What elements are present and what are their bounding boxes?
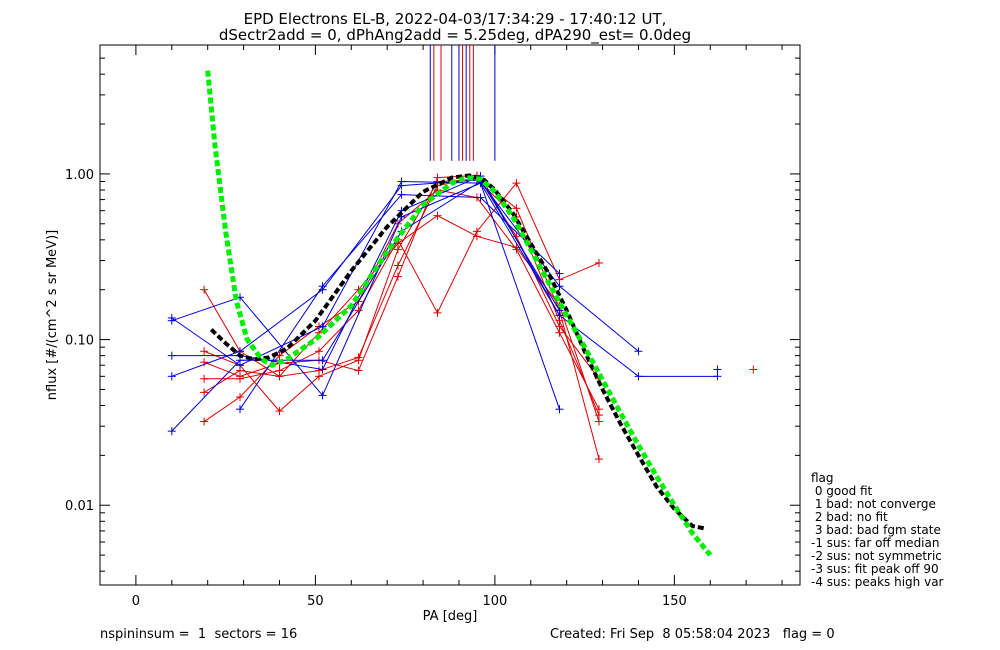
red-data-point bbox=[594, 405, 603, 414]
plot-frame bbox=[99, 44, 801, 586]
red-data-point bbox=[594, 258, 603, 267]
red-data-point bbox=[275, 407, 284, 416]
red-data-point bbox=[594, 417, 603, 426]
legend-item: 2 bad: no fit bbox=[811, 510, 888, 524]
blue-data-point bbox=[397, 190, 406, 199]
red-data-point bbox=[594, 455, 603, 464]
red-data-point bbox=[393, 272, 402, 281]
legend-item: 1 bad: not converge bbox=[811, 497, 936, 511]
blue-data-point bbox=[167, 427, 176, 436]
chart-title: EPD Electrons EL-B, 2022-04-03/17:34:29 … bbox=[244, 10, 667, 28]
red-data-point bbox=[236, 374, 244, 383]
red-data-point bbox=[433, 173, 442, 182]
flag-legend: flag 0 good fit 1 bad: not converge 2 ba… bbox=[811, 471, 944, 589]
blue-data-point bbox=[397, 177, 406, 186]
red-data-point bbox=[512, 179, 521, 188]
blue-series-line bbox=[171, 180, 639, 432]
red-data-point bbox=[200, 347, 209, 356]
x-tick-label: 150 bbox=[662, 594, 687, 609]
blue-series-line bbox=[171, 182, 560, 410]
blue-data-point bbox=[236, 405, 244, 414]
footer-right: Created: Fri Sep 8 05:58:04 2023 flag = … bbox=[550, 627, 835, 642]
x-tick-label: 0 bbox=[132, 594, 140, 609]
legend-title: flag bbox=[811, 471, 834, 485]
blue-data-point bbox=[318, 365, 327, 374]
red-data-point bbox=[200, 285, 209, 294]
blue-data-point bbox=[634, 347, 643, 356]
blue-data-point bbox=[555, 311, 564, 320]
y-tick-label: 0.01 bbox=[65, 499, 94, 514]
blue-data-point bbox=[318, 322, 327, 331]
y-axis-label: nflux [#/(cm^2 s sr MeV)] bbox=[45, 230, 60, 400]
blue-data-point bbox=[236, 361, 244, 370]
red-data-point bbox=[314, 372, 323, 381]
red-data-point bbox=[512, 204, 521, 213]
red-data-point bbox=[433, 211, 442, 220]
legend-item: -1 sus: far off median bbox=[811, 536, 939, 550]
red-data-point bbox=[200, 374, 209, 383]
red-data-point bbox=[275, 372, 284, 381]
red-series-line bbox=[203, 189, 600, 422]
red-data-point bbox=[433, 308, 442, 317]
red-data-point bbox=[200, 388, 209, 397]
blue-data-point bbox=[713, 372, 722, 381]
blue-data-point bbox=[167, 372, 176, 381]
x-tick-label: 100 bbox=[482, 594, 507, 609]
legend-item: -4 sus: peaks high var bbox=[811, 575, 944, 589]
blue-data-point bbox=[555, 405, 564, 414]
blue-data-point bbox=[318, 391, 327, 400]
blue-data-point bbox=[713, 365, 722, 374]
blue-series-line bbox=[171, 180, 560, 366]
x-tick-label: 50 bbox=[307, 594, 324, 609]
legend-item: -2 sus: not symmetric bbox=[811, 549, 942, 563]
red-data-point bbox=[314, 347, 323, 356]
peak-marker-lines bbox=[429, 45, 496, 161]
y-tick-label: 0.10 bbox=[65, 334, 94, 349]
chart-subtitle: dSectr2add = 0, dPhAng2add = 5.25deg, dP… bbox=[219, 26, 691, 45]
blue-data-point bbox=[318, 282, 327, 291]
red-data-point bbox=[200, 417, 209, 426]
blue-series-line bbox=[239, 194, 560, 410]
red-data-point bbox=[512, 245, 521, 254]
red-data-point bbox=[354, 356, 363, 365]
legend-item: 0 good fit bbox=[811, 484, 873, 498]
legend-item: 3 bad: bad fgm state bbox=[811, 523, 941, 537]
footer-left: nspininsum = 1 sectors = 16 bbox=[100, 627, 298, 642]
legend-item: -3 sus: fit peak off 90 bbox=[811, 562, 939, 576]
fit-curves bbox=[205, 70, 713, 557]
axes: 0 50 100 150 0.01 0.10 1.00 bbox=[65, 44, 800, 609]
blue-data-point bbox=[634, 372, 643, 381]
red-data-point bbox=[236, 393, 244, 402]
x-axis-label: PA [deg] bbox=[423, 609, 478, 624]
red-data-point bbox=[555, 328, 564, 337]
blue-data-point bbox=[167, 351, 176, 360]
blue-data-point bbox=[167, 313, 176, 322]
data-series bbox=[167, 171, 758, 464]
blue-data-point bbox=[555, 269, 564, 278]
red-data-point bbox=[393, 261, 402, 270]
y-tick-label: 1.00 bbox=[65, 168, 94, 183]
blue-data-point bbox=[318, 356, 327, 365]
red-data-point bbox=[354, 366, 363, 375]
red-data-point bbox=[749, 365, 758, 374]
fit-curve-green bbox=[205, 70, 713, 557]
red-data-point bbox=[472, 232, 481, 241]
blue-data-point bbox=[476, 193, 485, 202]
